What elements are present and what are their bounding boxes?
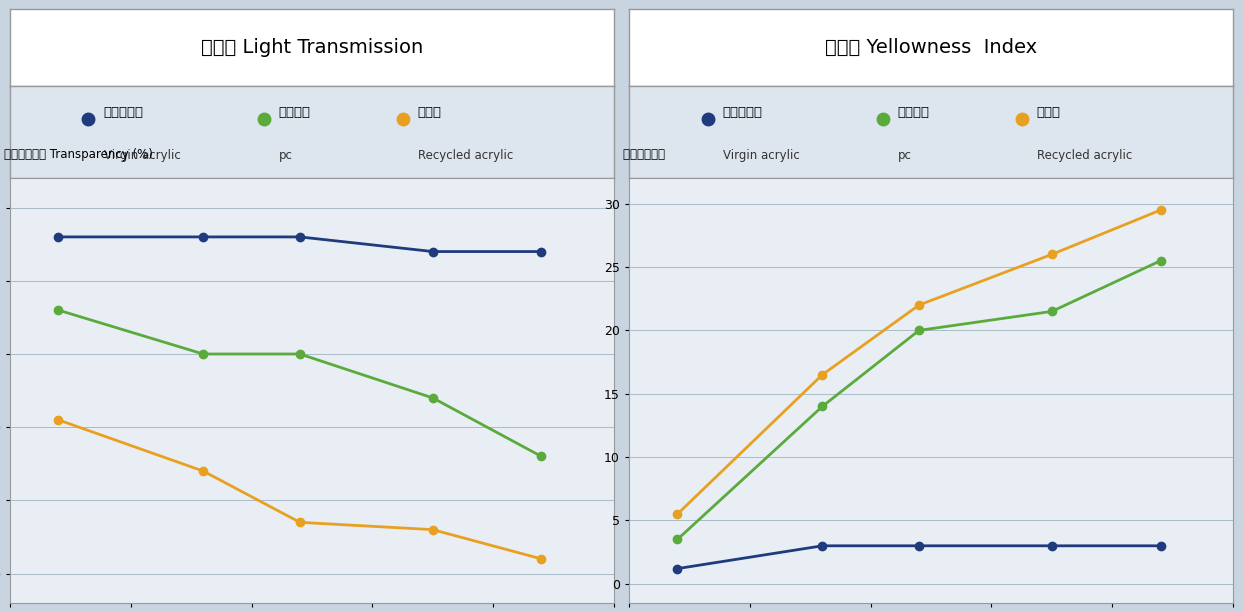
- Text: 聨碳酸酵: 聨碳酸酵: [897, 106, 930, 119]
- Text: 回料板: 回料板: [418, 106, 441, 119]
- Text: pc: pc: [278, 149, 292, 162]
- Text: 黃變度 Yellowness  Index: 黃變度 Yellowness Index: [825, 39, 1037, 58]
- Text: 聨碳酸酵: 聨碳酸酵: [278, 106, 311, 119]
- Text: 黃變率（％）: 黃變率（％）: [623, 148, 669, 162]
- Text: Virgin acrylic: Virgin acrylic: [103, 149, 180, 162]
- Text: 純新亞力板: 純新亞力板: [103, 106, 143, 119]
- Text: 回料板: 回料板: [1037, 106, 1060, 119]
- Text: 透光度 Light Transmission: 透光度 Light Transmission: [201, 39, 423, 58]
- Text: Recycled acrylic: Recycled acrylic: [418, 149, 513, 162]
- Text: pc: pc: [897, 149, 911, 162]
- Text: 純新亞力板: 純新亞力板: [722, 106, 763, 119]
- Text: 透光率（％） Transparency (%): 透光率（％） Transparency (%): [4, 148, 153, 162]
- Text: Virgin acrylic: Virgin acrylic: [722, 149, 799, 162]
- Text: Recycled acrylic: Recycled acrylic: [1037, 149, 1132, 162]
